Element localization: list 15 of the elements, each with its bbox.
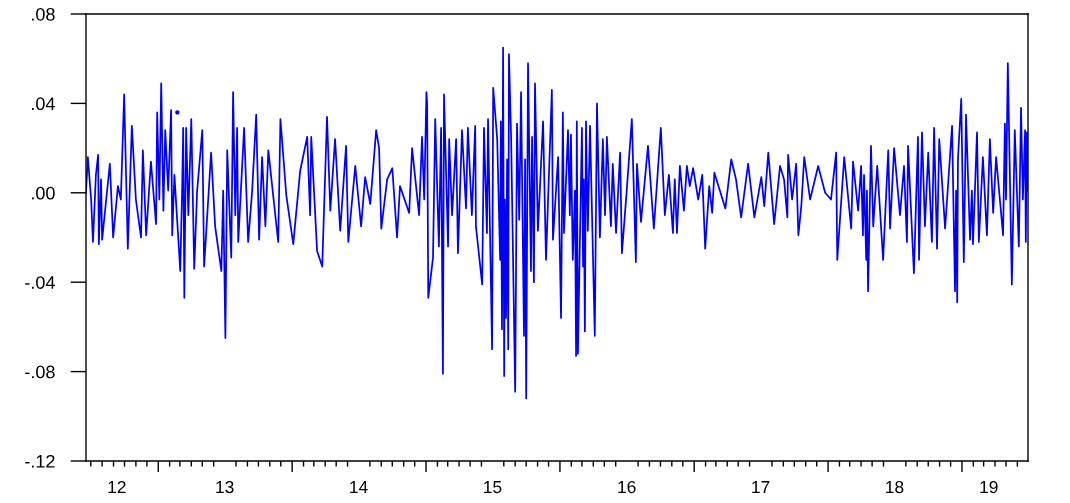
x-tick-label: 14 xyxy=(350,481,368,494)
x-tick-label: 19 xyxy=(980,480,998,494)
x-tick-label: 16 xyxy=(618,480,636,494)
line-series xyxy=(86,46,1028,400)
x-tick-label: 17 xyxy=(752,481,770,494)
x-tick-label: 13 xyxy=(216,480,234,494)
y-tick-label: -.12 xyxy=(25,454,55,468)
y-tick-label: .08 xyxy=(31,7,55,21)
y-tick-label: -.04 xyxy=(25,276,55,289)
x-tick-label: 18 xyxy=(886,480,904,494)
y-tick-label: .00 xyxy=(31,186,55,200)
x-tick-label: 12 xyxy=(108,480,126,494)
y-tick-label: -.08 xyxy=(25,365,55,379)
y-tick-label: .04 xyxy=(31,97,55,111)
x-tick-label: 15 xyxy=(484,481,502,494)
